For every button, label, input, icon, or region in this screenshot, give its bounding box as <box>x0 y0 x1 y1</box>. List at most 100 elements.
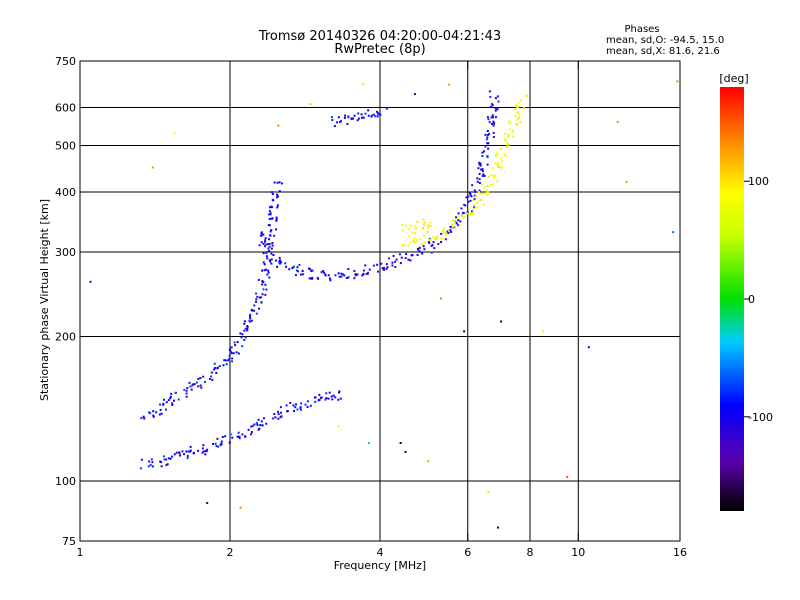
x-tick-label: 16 <box>673 546 687 559</box>
data-point <box>169 395 172 398</box>
data-point <box>391 261 394 264</box>
data-point <box>273 181 276 184</box>
data-point <box>400 256 403 259</box>
data-point <box>269 234 272 237</box>
data-point <box>505 143 508 146</box>
data-point <box>318 398 321 401</box>
data-point <box>255 312 258 315</box>
data-point <box>431 244 434 247</box>
data-point <box>267 247 270 250</box>
data-point <box>542 330 545 333</box>
data-point <box>490 174 493 177</box>
data-point <box>253 423 256 426</box>
data-point <box>313 396 316 399</box>
data-point <box>331 118 334 121</box>
data-point <box>480 192 483 195</box>
data-point <box>299 273 302 276</box>
data-point <box>151 461 154 464</box>
data-point <box>473 206 476 209</box>
data-point <box>488 121 491 124</box>
data-point <box>516 110 519 113</box>
data-point <box>376 110 379 113</box>
data-point <box>185 395 188 398</box>
data-point <box>250 433 253 436</box>
data-point <box>231 436 234 439</box>
data-point <box>487 147 490 150</box>
data-point <box>275 218 278 221</box>
data-point <box>489 95 492 98</box>
data-point <box>466 212 469 215</box>
data-point <box>328 391 331 394</box>
data-point <box>225 363 228 366</box>
data-point <box>155 411 158 414</box>
data-point <box>516 111 519 114</box>
data-point <box>202 444 205 447</box>
data-point <box>213 362 216 365</box>
data-point <box>253 309 256 312</box>
data-point <box>288 268 291 271</box>
data-point <box>352 117 355 120</box>
data-point <box>229 350 232 353</box>
y-tick-label: 200 <box>55 331 76 344</box>
data-point <box>516 118 519 121</box>
data-point <box>169 397 172 400</box>
data-point <box>214 442 217 445</box>
data-point <box>258 244 261 247</box>
data-point <box>457 224 460 227</box>
data-point <box>508 128 511 131</box>
data-point <box>484 133 487 136</box>
data-point <box>474 195 477 198</box>
data-point <box>221 435 224 438</box>
data-point <box>338 121 341 124</box>
data-point <box>295 403 298 406</box>
data-point <box>163 398 166 401</box>
data-point <box>268 218 271 221</box>
data-point <box>216 445 219 448</box>
data-point <box>279 406 282 409</box>
data-point <box>279 261 282 264</box>
data-point <box>243 338 246 341</box>
data-point <box>152 415 155 418</box>
data-point <box>413 241 416 244</box>
data-point <box>376 112 379 115</box>
data-point <box>461 211 464 214</box>
data-point <box>240 336 243 339</box>
data-point <box>167 399 170 402</box>
data-point <box>280 411 283 414</box>
data-point <box>261 283 264 286</box>
data-point <box>277 124 280 127</box>
data-point <box>399 262 402 265</box>
data-point <box>343 117 346 120</box>
data-point <box>316 276 319 279</box>
data-point <box>260 232 263 235</box>
data-point <box>324 273 327 276</box>
data-point <box>278 190 281 193</box>
data-point <box>515 104 518 107</box>
data-point <box>473 198 476 201</box>
data-point <box>487 118 490 121</box>
data-point <box>140 417 143 420</box>
data-point <box>142 415 145 418</box>
data-point <box>385 267 388 270</box>
data-point <box>260 301 263 304</box>
data-point <box>338 390 341 393</box>
data-point <box>261 269 264 272</box>
data-point <box>489 183 492 186</box>
colorbar-label: [deg] <box>719 72 748 85</box>
data-point <box>249 313 252 316</box>
data-point <box>412 239 415 242</box>
data-point <box>360 113 363 116</box>
data-point <box>185 392 188 395</box>
data-point <box>219 444 222 447</box>
data-point <box>236 341 239 344</box>
y-tick-label: 400 <box>55 186 76 199</box>
x-tick-label: 4 <box>377 546 384 559</box>
data-point <box>518 113 521 116</box>
data-point <box>476 206 479 209</box>
data-point <box>320 396 323 399</box>
data-point <box>241 433 244 436</box>
data-point <box>487 142 490 145</box>
data-point <box>391 264 394 267</box>
data-point <box>208 377 211 380</box>
data-point <box>476 180 479 183</box>
